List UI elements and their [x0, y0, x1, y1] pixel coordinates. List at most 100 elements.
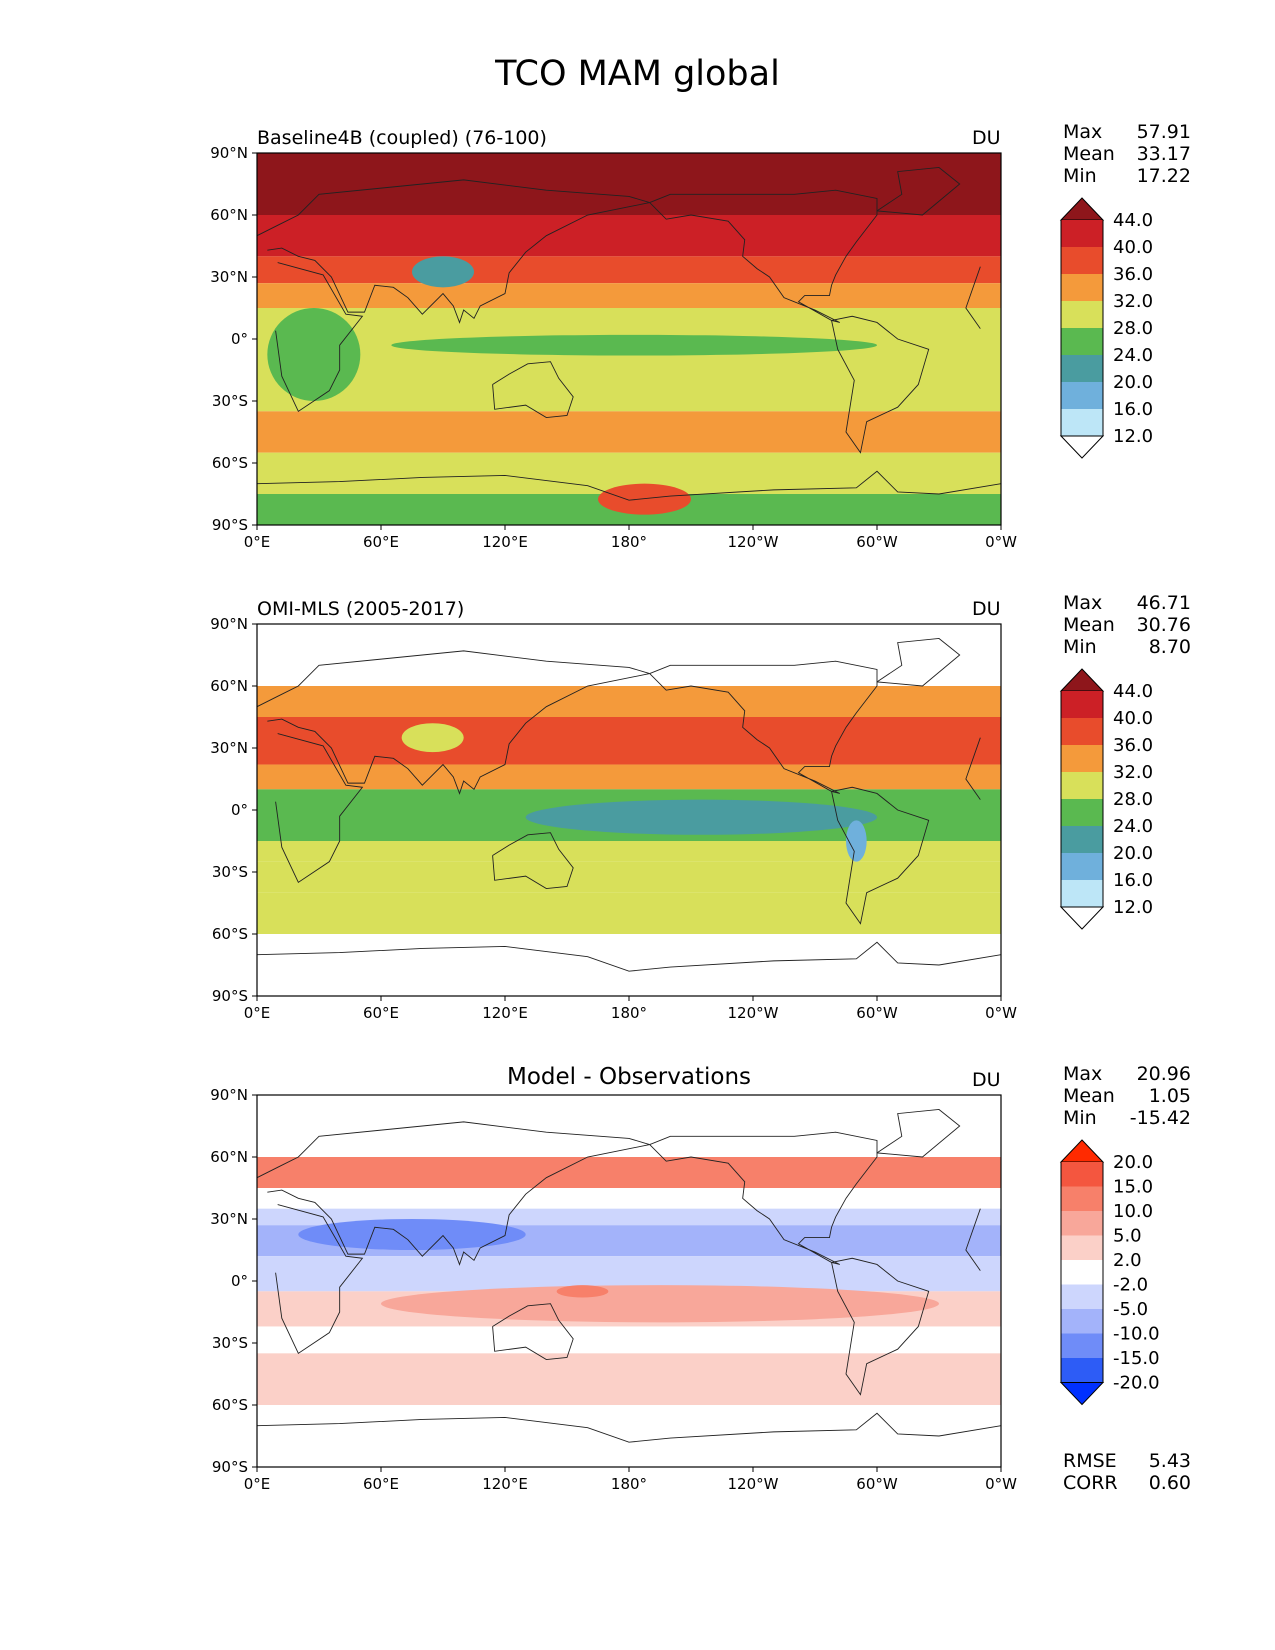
colorbar-segment — [1061, 301, 1103, 328]
x-tick-label: 60°W — [856, 1004, 898, 1022]
colorbar-label: 40.0 — [1113, 708, 1153, 729]
stats-box: Max 20.96 Mean 1.05 Min -15.42 — [1063, 1063, 1191, 1129]
x-tick-label: 60°E — [363, 533, 399, 551]
colorbar-label: 44.0 — [1113, 681, 1153, 702]
colorbar-label: 2.0 — [1113, 1250, 1142, 1271]
min-label: Min — [1063, 165, 1097, 187]
colorbar-label: -2.0 — [1113, 1275, 1148, 1296]
coastline — [831, 315, 930, 454]
max-label: Max — [1063, 592, 1103, 614]
colorbar-label: 15.0 — [1113, 1177, 1153, 1198]
y-tick-label: 30°N — [210, 739, 248, 757]
x-tick-label: 120°W — [728, 1004, 779, 1022]
colorbar-label: 36.0 — [1113, 264, 1153, 285]
data-band — [257, 841, 1001, 862]
colorbar-segment — [1061, 1211, 1103, 1236]
data-band — [257, 1188, 1001, 1209]
data-feature — [401, 723, 464, 753]
colorbar-segment — [1061, 772, 1103, 799]
coastline — [256, 470, 1002, 501]
x-tick-label: 120°W — [728, 1475, 779, 1493]
colorbar-segment — [1061, 1260, 1103, 1285]
stats-box: Max 46.71 Mean 30.76 Min 8.70 — [1063, 592, 1191, 658]
y-tick-label: 60°N — [210, 1148, 248, 1166]
colorbar-segment — [1061, 220, 1103, 247]
x-tick-label: 60°E — [363, 1004, 399, 1022]
colorbar-extend-min — [1059, 435, 1105, 459]
corr-label: CORR — [1063, 1472, 1118, 1494]
min-value: 8.70 — [1148, 636, 1191, 658]
mean-value: 1.05 — [1148, 1085, 1191, 1107]
coastline — [492, 1303, 574, 1360]
data-band — [257, 308, 1001, 412]
coastline — [275, 733, 364, 883]
colorbar-label: 20.0 — [1113, 372, 1153, 393]
colorbar-label: 5.0 — [1113, 1226, 1142, 1247]
colorbar-segment — [1061, 1333, 1103, 1358]
corr-value: 0.60 — [1148, 1472, 1191, 1494]
x-tick-label: 60°W — [856, 533, 898, 551]
y-tick-label: 60°S — [212, 454, 248, 472]
coastline — [965, 266, 981, 329]
coastline — [876, 167, 961, 216]
panel-title: Model - Observations — [506, 1064, 751, 1090]
y-tick-label: 0° — [231, 330, 248, 348]
coastline — [256, 179, 650, 324]
coastline — [256, 1412, 1002, 1443]
x-tick-label: 60°W — [856, 1475, 898, 1493]
data-feature — [846, 820, 867, 862]
colorbar-segment — [1061, 691, 1103, 718]
data-feature — [267, 308, 361, 401]
colorbar-segment — [1061, 853, 1103, 880]
data-band — [257, 1326, 1001, 1354]
y-tick-label: 60°N — [210, 206, 248, 224]
data-band — [257, 1157, 1001, 1188]
colorbar-label: -15.0 — [1113, 1348, 1160, 1369]
colorbar-segment — [1061, 382, 1103, 409]
y-tick-label: 90°S — [212, 516, 248, 534]
coastline — [876, 638, 961, 687]
colorbar-label: 32.0 — [1113, 762, 1153, 783]
colorbar-frame — [1060, 1162, 1104, 1383]
mean-value: 33.17 — [1136, 143, 1191, 165]
colorbar-extend-max — [1059, 668, 1105, 692]
x-tick-label: 120°E — [482, 533, 528, 551]
skill-box: RMSE 5.43 CORR 0.60 — [1063, 1450, 1191, 1494]
colorbar-segment — [1061, 274, 1103, 301]
colorbar-segment — [1061, 826, 1103, 853]
y-tick-label: 90°S — [212, 1458, 248, 1476]
min-label: Min — [1063, 1107, 1097, 1129]
map-svg-observations: 0°E 60°E 120°E 180° 120°W 60°W 0°W 90°N 60°N 30°N… — [210, 615, 1153, 1022]
mean-label: Mean — [1063, 614, 1115, 636]
colorbar-extend-max — [1059, 1139, 1105, 1163]
y-tick-label: 30°N — [210, 268, 248, 286]
mean-label: Mean — [1063, 1085, 1115, 1107]
coastline — [492, 832, 574, 889]
colorbar-segment — [1061, 799, 1103, 826]
data-band — [257, 764, 1001, 790]
y-tick-label: 30°S — [212, 1334, 248, 1352]
coastline — [965, 737, 981, 800]
units-label: DU — [972, 598, 1001, 620]
x-tick-label: 0°W — [985, 1475, 1017, 1493]
panel-model: Baseline4B (coupled) (76-100) DU Max 57.9… — [0, 121, 1275, 590]
colorbar-segment — [1061, 1235, 1103, 1260]
colorbar-segment — [1061, 355, 1103, 382]
units-label: DU — [972, 127, 1001, 149]
coastline — [649, 1131, 878, 1265]
colorbar-label: -5.0 — [1113, 1299, 1148, 1320]
x-tick-label: 0°W — [985, 1004, 1017, 1022]
colorbar-segment — [1061, 409, 1103, 436]
rmse-label: RMSE — [1063, 1450, 1117, 1472]
max-value: 57.91 — [1136, 121, 1191, 143]
max-label: Max — [1063, 121, 1103, 143]
figure-title: TCO MAM global — [495, 54, 780, 94]
y-tick-label: 0° — [231, 801, 248, 819]
data-band — [257, 892, 1001, 934]
y-tick-label: 60°S — [212, 925, 248, 943]
coastline — [831, 1257, 930, 1396]
x-tick-label: 120°E — [482, 1004, 528, 1022]
panel-observations: OMI-MLS (2005-2017) DU Max 46.71 Mean 30.7… — [0, 592, 1275, 1061]
colorbar-frame — [1060, 220, 1104, 437]
data-band — [257, 215, 1001, 257]
